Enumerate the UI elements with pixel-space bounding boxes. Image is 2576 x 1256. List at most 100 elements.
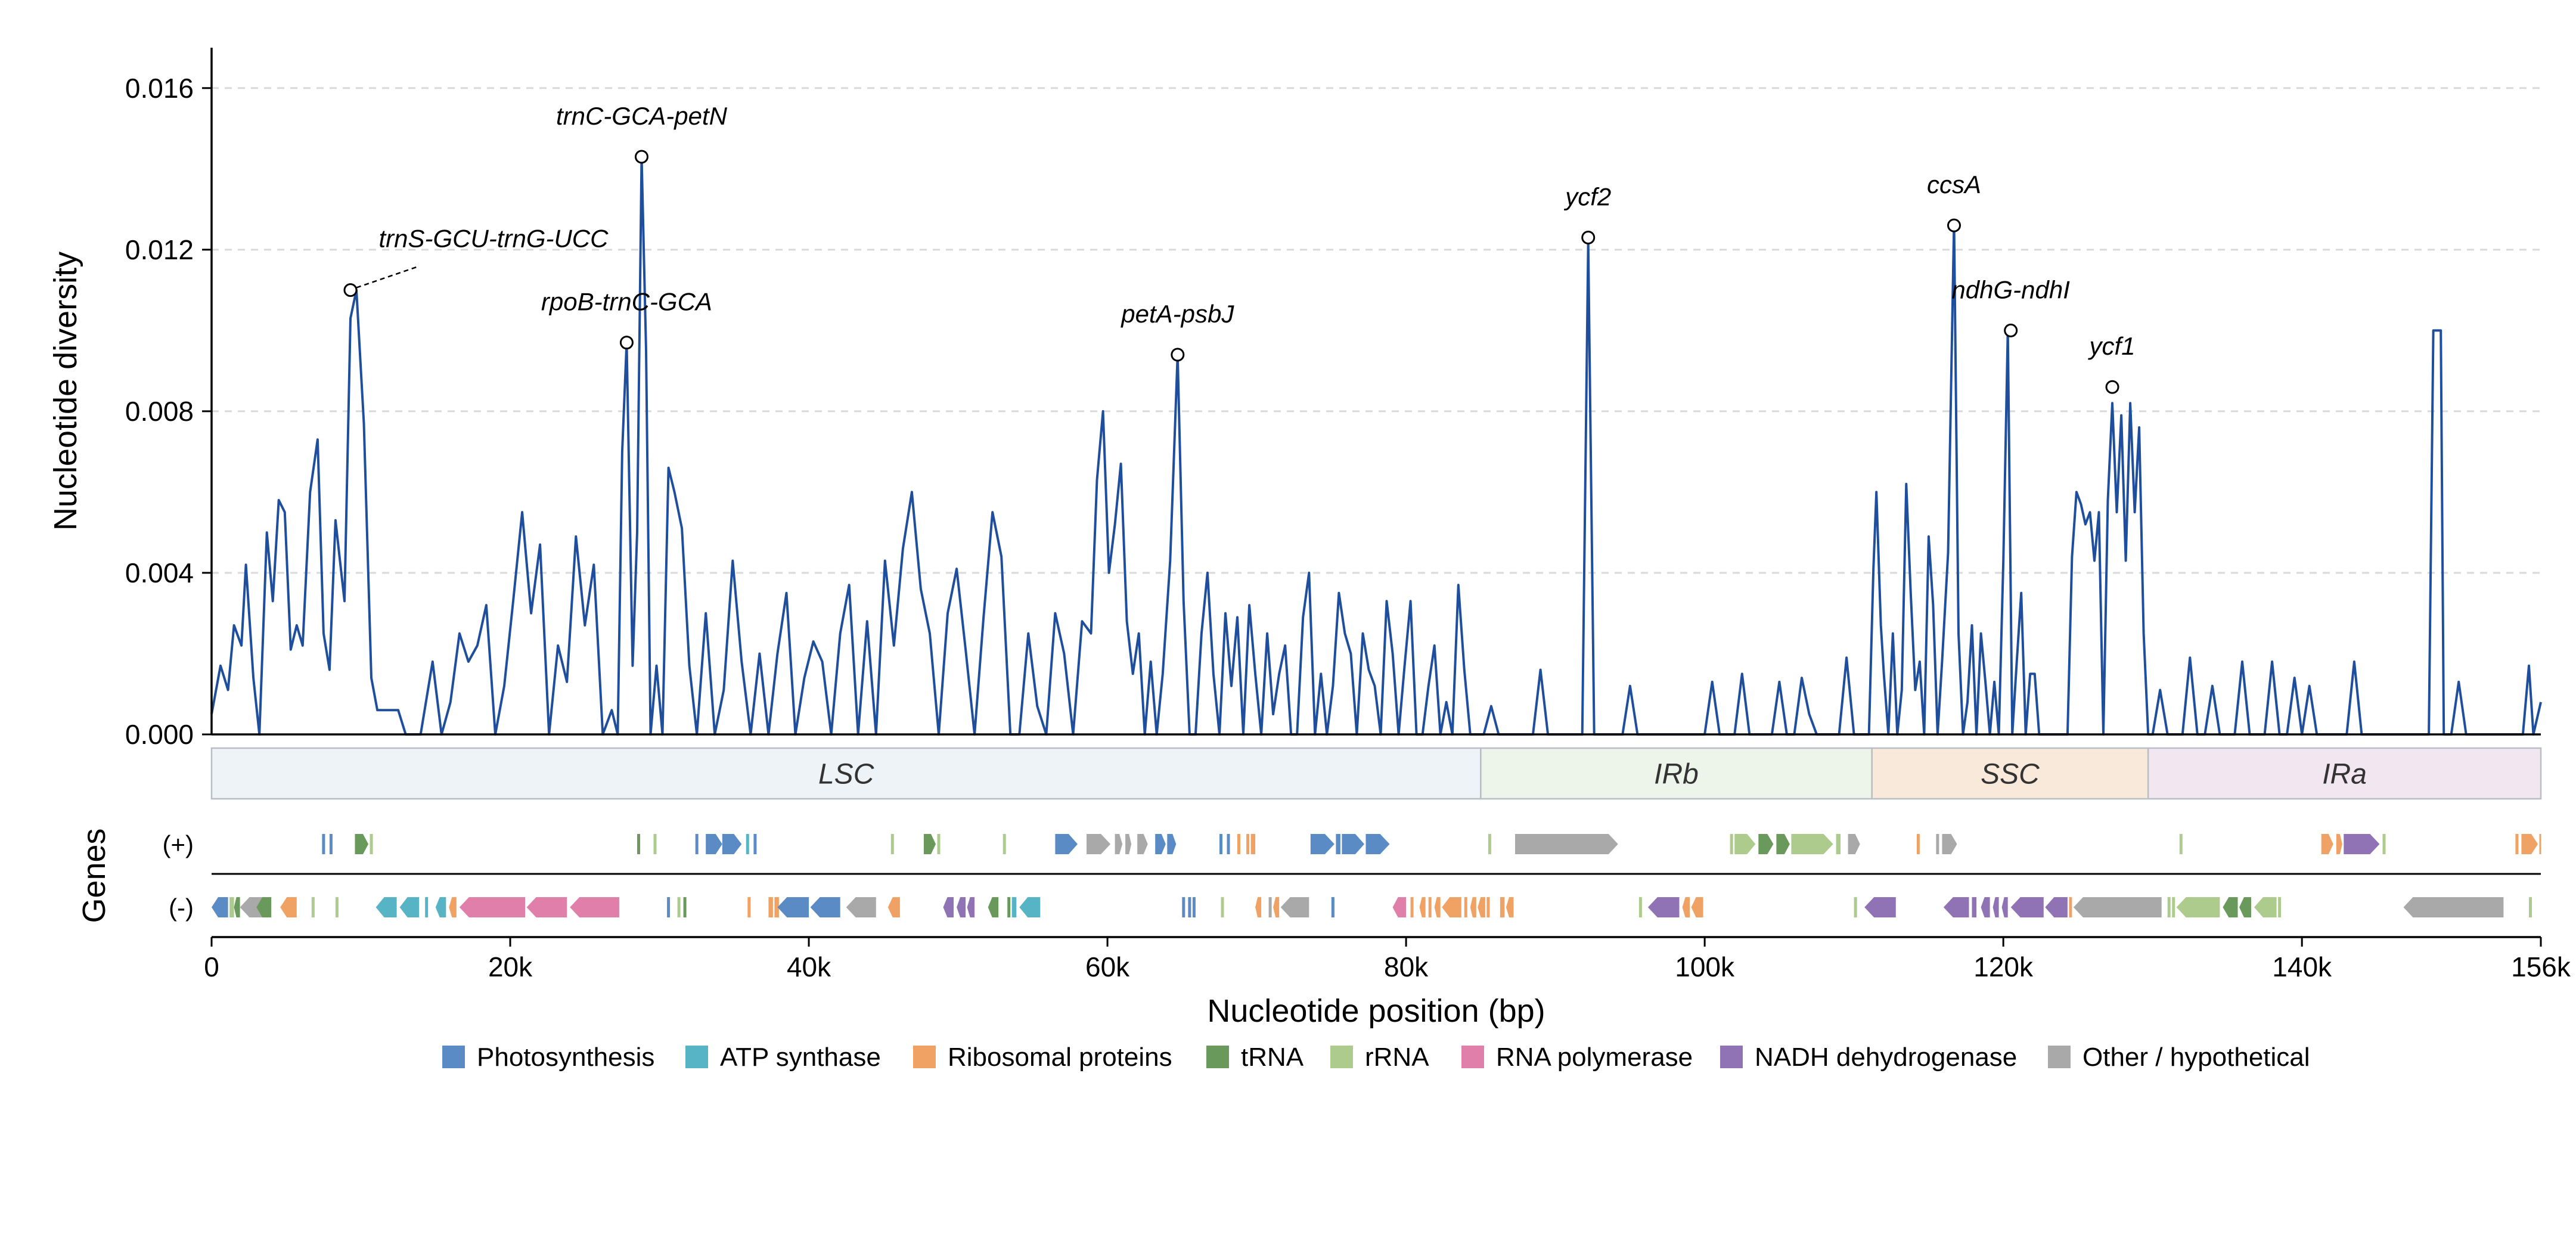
gene-arrow [1019,897,1041,917]
gene-arrow [2403,897,2504,917]
gene-arrow [706,834,722,854]
gene-arrow [399,897,420,917]
gene-arrow [1478,897,1485,917]
gene-arrow [967,897,975,917]
gene-arrow [2521,834,2538,854]
x-tick-label: 156k [2511,951,2571,982]
gene-arrow [1227,834,1230,854]
gene-arrow [1219,834,1222,854]
gene-arrow [695,834,699,854]
x-axis-title: Nucleotide position (bp) [1207,993,1545,1029]
x-tick-label: 20k [488,951,533,982]
gene-arrow [2176,897,2220,917]
gene-arrow [746,834,749,854]
x-tick-label: 60k [1085,951,1130,982]
gene-arrow [1331,897,1334,917]
region-band [1480,747,1873,800]
gene-arrow [2010,897,2044,917]
legend-swatch [1720,1046,1743,1068]
x-tick-label: 80k [1384,951,1429,982]
gene-arrow [1246,834,1250,854]
gene-arrow [1221,897,1224,917]
gene-arrow [1442,897,1461,917]
gene-arrow [1255,897,1262,917]
gene-arrow [1419,897,1426,917]
gene-arrow [1848,834,1860,854]
gene-arrow [1500,897,1505,917]
y-tick-label: 0.008 [125,396,194,427]
gene-arrow [2336,834,2342,854]
gene-arrow [1167,834,1177,854]
gene-arrow [1137,834,1148,854]
gene-arrow [1758,834,1774,854]
gene-arrow [1310,834,1334,854]
gene-arrow [2278,897,2282,917]
peak-marker [634,150,648,164]
gene-arrow [677,897,681,917]
annot-layer: trnS-GCU-trnG-UCC rpoB-trnC-GCA trnC-GCA-p… [343,102,2136,394]
gene-arrow [1410,897,1414,917]
gene-arrow [1791,834,1833,854]
peak-marker [2004,323,2018,337]
genes-axis-title: Genes [76,828,112,923]
gene-arrow [212,897,228,917]
gene-arrow [1125,834,1132,854]
gene-arrow [2382,834,2386,854]
gene-arrow [570,897,619,917]
region-layer: LSC IRb SSC IRa [210,747,2542,800]
gene-arrow [2167,897,2171,917]
gene-arrow [1488,834,1491,854]
gene-arrow [1280,897,1309,917]
peak-label: ycf2 [1563,182,1611,210]
gene-arrow [768,897,773,917]
gene-arrow [256,897,272,917]
gene-arrow [2344,834,2380,854]
region-band [2147,747,2542,800]
gene-arrow [747,897,751,917]
legend-label: Photosynthesis [477,1043,654,1072]
gene-arrow [1638,897,1642,917]
region-label: LSC [818,759,874,790]
gene-arrow [1682,897,1690,917]
strand-label-minus: (-) [169,894,194,922]
gene-arrow [2321,834,2333,854]
legend-swatch [2048,1046,2071,1068]
gene-arrow [957,897,966,917]
gene-arrow [2539,834,2541,854]
gene-arrow [2515,834,2519,854]
gene-arrow [1011,897,1017,917]
legend-label: tRNA [1241,1043,1304,1072]
gene-arrow [722,834,742,854]
region-label: IRa [2322,759,2367,790]
gene-arrow [1734,834,1756,854]
gene-arrow [526,897,567,917]
peak-marker [619,336,634,350]
gene-arrow [1470,897,1476,917]
gene-arrow [1854,897,1857,917]
diversity-line [210,156,2542,736]
gene-arrow [2001,897,2008,917]
gene-arrow [1730,834,1733,854]
region-band [210,747,1482,800]
legend-swatch [1461,1046,1484,1068]
gene-arrow [375,897,397,917]
gene-arrow [1864,897,1896,917]
peak-label: ccsA [1927,170,1981,199]
gene-arrow [2069,897,2072,917]
gene-arrow [1268,897,1272,917]
peak-label: rpoB-trnC-GCA [541,288,712,316]
peak-label: petA-psbJ [1120,300,1234,328]
gene-arrow [777,897,809,917]
legend-label: Other / hypothetical [2082,1043,2310,1072]
gene-arrow [1972,897,1977,917]
peak-leader-line [356,265,420,289]
gene-arrow [322,834,325,854]
gene-arrow [2172,897,2175,917]
gene-arrow [2529,897,2532,917]
peak-label: trnS-GCU-trnG-UCC [378,225,609,253]
y-tick-label: 0.012 [125,234,194,265]
gene-arrow [667,897,671,917]
gene-arrow [810,897,840,917]
